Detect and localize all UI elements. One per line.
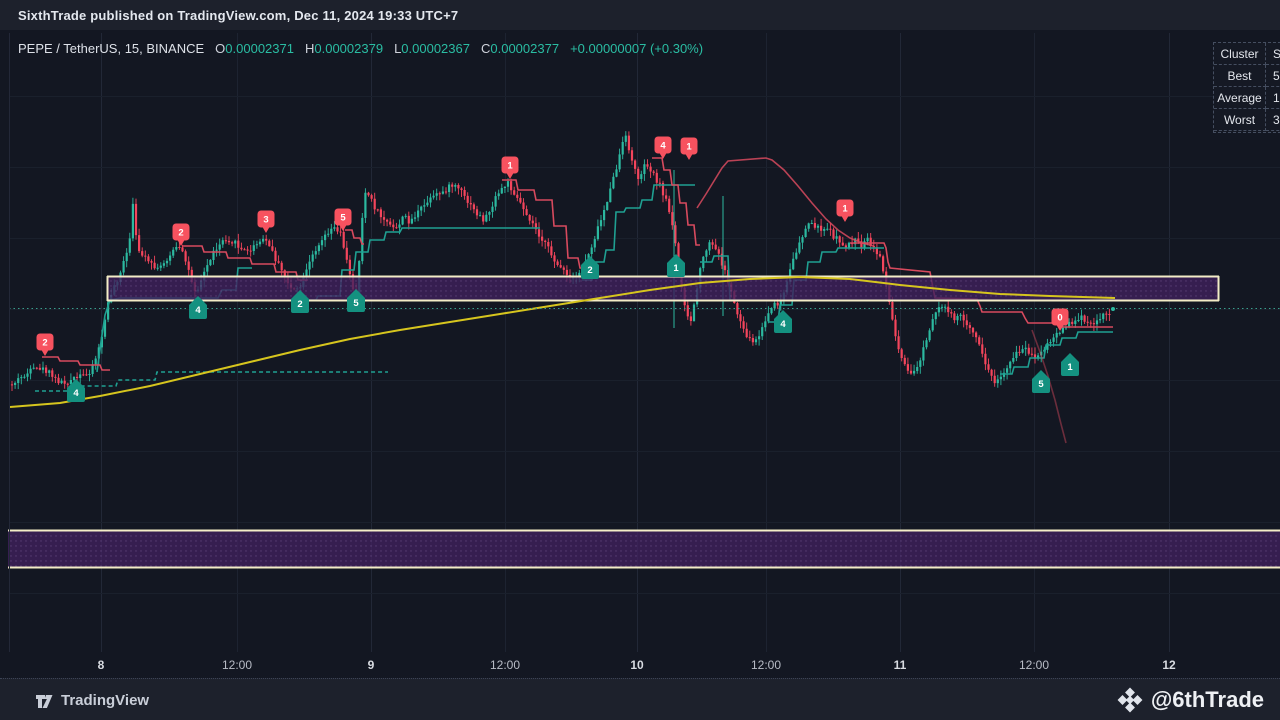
marker-label: 1 [507,161,513,172]
close-label: C [480,40,491,56]
marker-label: 4 [660,141,666,152]
time-axis-label: 12:00 [222,658,252,672]
buy-signal-marker[interactable]: 1 [1061,353,1079,376]
buy-signal-marker[interactable]: 2 [581,256,599,279]
buy-signal-marker[interactable]: 4 [189,296,207,319]
low-label: L [394,40,402,56]
marker-label: 1 [842,204,848,215]
author-handle: @6thTrade [1150,687,1264,712]
sell-signal-marker[interactable]: 1 [836,199,854,223]
time-axis-label: 12:00 [1019,658,1049,672]
sell-signal-marker[interactable]: 1 [680,137,698,161]
cluster-row-average-label: Average [1214,87,1266,109]
marker-label: 5 [340,213,346,224]
cluster-row-worst-value: 3 [1266,109,1280,131]
open-label: O [215,40,226,56]
marker-label: 2 [178,228,183,239]
sell-signal-marker[interactable]: 2 [36,333,54,357]
marker-label: 5 [353,298,359,309]
time-axis-label: 12:00 [490,658,520,672]
marker-label: 3 [263,215,268,226]
cluster-table-header: Cluster [1214,43,1266,65]
marker-label: 4 [195,305,201,316]
time-axis-label: 12:00 [751,658,781,672]
marker-label: 2 [587,265,592,276]
cluster-stats-table: Cluster Siz Best 5 Average 1 Worst 3 [1213,42,1280,133]
open-value: 0.00002371 [225,40,294,56]
marker-label: 1 [673,263,679,274]
symbol-name[interactable]: PEPE / TetherUS, 15, BINANCE [18,40,205,56]
buy-signal-marker[interactable]: 4 [67,379,85,402]
low-value: 0.00002367 [401,40,470,56]
sell-signal-marker[interactable]: 5 [334,208,352,232]
sell-signal-marker[interactable]: 4 [654,136,672,160]
sell-signal-marker[interactable]: 1 [501,156,519,180]
marker-label: 1 [686,142,692,153]
candles [10,131,1111,391]
time-axis-label: 8 [98,658,105,672]
time-axis-label: 12 [1162,658,1176,672]
sell-signal-marker[interactable]: 2 [172,223,190,247]
time-axis-label: 9 [368,658,375,672]
high-value: 0.00002379 [314,40,384,56]
symbol-header: PEPE / TetherUS, 15, BINANCE O0.00002371… [18,38,703,58]
time-axis[interactable]: 8 12:00 9 12:00 10 12:00 11 12:00 12 [98,658,1176,672]
marker-label: 4 [73,388,79,399]
marker-label: 4 [780,319,786,330]
publish-text: SixthTrade published on TradingView.com,… [18,7,459,23]
tradingview-label: TradingView [61,691,150,709]
cluster-row-average-value: 1 [1266,87,1280,109]
buy-signal-marker[interactable]: 1 [667,254,685,277]
sell-signal-marker[interactable]: 0 [1051,308,1069,332]
time-axis-label: 10 [630,658,644,672]
close-value: 0.00002377 [490,40,560,56]
cluster-table-header-size: Siz [1266,43,1280,65]
buy-signal-marker[interactable]: 5 [1032,370,1050,393]
cluster-row-best-label: Best [1214,65,1266,87]
change-value: +0.00000007 (+0.30%) [570,40,704,56]
author-watermark[interactable]: @6thTrade [1117,687,1264,713]
cluster-row-worst-label: Worst [1214,109,1266,131]
tradingview-logo-icon [36,695,53,708]
marker-label: 2 [297,299,302,310]
high-label: H [304,40,315,56]
marker-label: 1 [1067,362,1073,373]
marker-label: 5 [1038,379,1044,390]
sell-signal-marker[interactable]: 3 [257,210,275,234]
sma-line [9,275,1116,408]
buy-signal-marker[interactable]: 2 [291,290,309,313]
footer-bar: TradingView @6thTrade [0,678,1280,720]
publish-bar: SixthTrade published on TradingView.com,… [0,0,1280,30]
time-axis-label: 11 [894,658,907,672]
signal-markers: 2 2 3 5 1 4 1 1 0 4 4 2 5 2 1 4 5 1 [36,136,1079,402]
current-price-line [9,307,1280,311]
binance-diamond-icon [1117,687,1143,713]
marker-label: 2 [42,338,47,349]
tradingview-brand[interactable]: TradingView [34,690,149,710]
lower-zone [8,529,1280,569]
buy-signal-marker[interactable]: 4 [774,310,792,333]
cluster-row-best-value: 5 [1266,65,1280,87]
marker-label: 0 [1057,313,1062,324]
buy-signal-marker[interactable]: 5 [347,289,365,312]
